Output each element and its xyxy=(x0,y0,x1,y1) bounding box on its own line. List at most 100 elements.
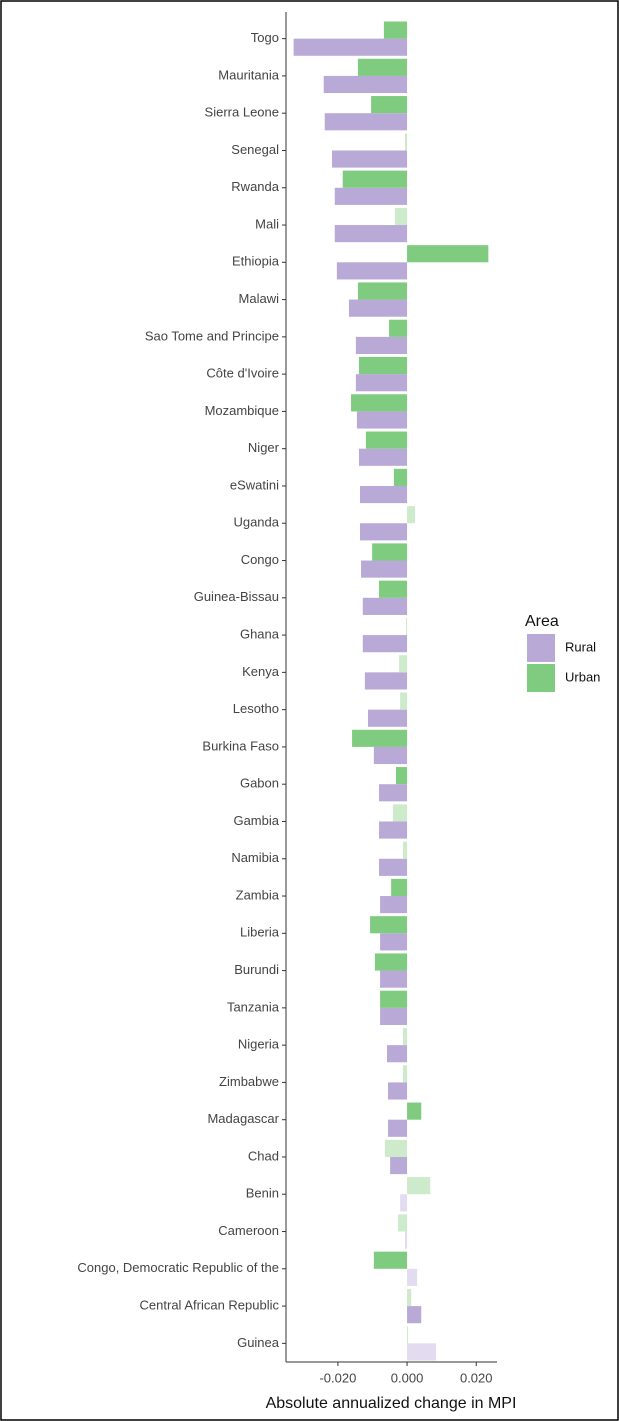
bar xyxy=(379,784,408,802)
y-tick-label: Mali xyxy=(255,216,279,231)
bar xyxy=(404,133,408,151)
bar xyxy=(388,1082,408,1100)
y-tick-label: Togo xyxy=(251,30,279,45)
bar xyxy=(379,858,408,876)
bar xyxy=(370,916,408,934)
bar xyxy=(390,1156,408,1175)
bar xyxy=(365,431,408,449)
bar xyxy=(373,1251,408,1269)
y-tick-label: Rwanda xyxy=(231,179,279,194)
y-tick-label: Kenya xyxy=(242,664,280,679)
bar xyxy=(379,580,408,598)
bar xyxy=(399,655,408,673)
bar xyxy=(351,394,408,412)
bar xyxy=(391,878,408,897)
bar xyxy=(404,1231,408,1249)
bar xyxy=(357,282,408,300)
y-tick-label: Guinea xyxy=(237,1335,280,1350)
y-tick-label: Sao Tome and Principe xyxy=(145,328,279,343)
bar xyxy=(334,187,408,205)
y-tick-label: eSwatini xyxy=(230,477,279,492)
bar xyxy=(373,746,408,765)
y-tick-label: Gabon xyxy=(240,776,279,791)
bar xyxy=(358,448,408,466)
bar xyxy=(383,21,408,39)
y-tick-label: Nigeria xyxy=(238,1037,280,1052)
y-tick-label: Zambia xyxy=(236,887,280,902)
legend-title: Area xyxy=(525,613,559,630)
y-tick-label: Zimbabwe xyxy=(219,1074,279,1089)
y-tick-label: Chad xyxy=(248,1148,279,1163)
bar xyxy=(355,336,408,355)
bar xyxy=(362,597,408,615)
legend-swatch xyxy=(527,664,555,692)
bar xyxy=(360,485,408,504)
bar xyxy=(380,896,408,914)
bar xyxy=(398,1214,408,1232)
bar xyxy=(407,506,416,524)
bar xyxy=(380,970,408,988)
bar xyxy=(372,543,408,561)
bar xyxy=(360,523,408,541)
bar xyxy=(364,672,408,690)
y-tick-label: Benin xyxy=(246,1186,279,1201)
y-tick-label: Ghana xyxy=(240,627,280,642)
bar xyxy=(356,411,408,429)
bar xyxy=(400,692,408,710)
bar xyxy=(380,933,408,951)
bar xyxy=(407,1102,422,1120)
x-tick-label: 0.000 xyxy=(391,1370,424,1385)
y-tick-label: Gambia xyxy=(233,813,279,828)
bar xyxy=(400,1194,408,1212)
y-tick-label: Malawi xyxy=(239,291,280,306)
bar xyxy=(336,262,408,280)
bar xyxy=(380,990,408,1008)
bar xyxy=(355,374,408,392)
bar xyxy=(395,767,408,785)
bar xyxy=(394,207,408,226)
y-tick-label: Côte d'Ivoire xyxy=(206,366,279,381)
bar xyxy=(293,38,408,56)
bar xyxy=(352,729,408,747)
y-tick-label: Mozambique xyxy=(205,403,279,418)
y-tick-label: Cameroon xyxy=(218,1223,279,1238)
bar xyxy=(323,75,408,94)
bar xyxy=(374,953,408,971)
bar xyxy=(406,617,408,636)
bar xyxy=(407,1177,431,1195)
bar xyxy=(407,1306,422,1324)
y-tick-label: Uganda xyxy=(233,515,279,530)
bar xyxy=(332,150,408,168)
y-tick-label: Lesotho xyxy=(233,701,279,716)
bar xyxy=(361,560,408,578)
bar xyxy=(389,319,408,337)
bar xyxy=(392,804,408,822)
bar xyxy=(371,96,408,114)
y-tick-label: Liberia xyxy=(240,925,280,940)
bar xyxy=(407,1343,437,1361)
y-tick-label: Senegal xyxy=(231,142,279,157)
legend-label: Rural xyxy=(565,639,596,654)
y-tick-label: Madagascar xyxy=(207,1111,279,1126)
y-tick-label: Mauritania xyxy=(218,67,279,82)
y-tick-label: Niger xyxy=(248,440,280,455)
bar xyxy=(402,1065,408,1083)
y-tick-label: Congo, Democratic Republic of the xyxy=(77,1260,279,1275)
bar xyxy=(367,709,408,727)
bar xyxy=(387,1045,408,1063)
legend-swatch xyxy=(527,634,555,662)
y-tick-label: Ethiopia xyxy=(232,254,280,269)
x-tick-label: -0.020 xyxy=(319,1370,356,1385)
bar xyxy=(402,1027,408,1046)
y-tick-label: Sierra Leone xyxy=(205,105,279,120)
bar xyxy=(357,58,408,76)
bar xyxy=(393,468,408,486)
bar xyxy=(407,1288,412,1307)
bar xyxy=(407,1268,418,1286)
y-tick-label: Namibia xyxy=(231,850,279,865)
x-tick-label: 0.020 xyxy=(460,1370,493,1385)
bar xyxy=(362,635,408,653)
y-tick-label: Tanzania xyxy=(227,999,280,1014)
bar xyxy=(358,356,408,375)
